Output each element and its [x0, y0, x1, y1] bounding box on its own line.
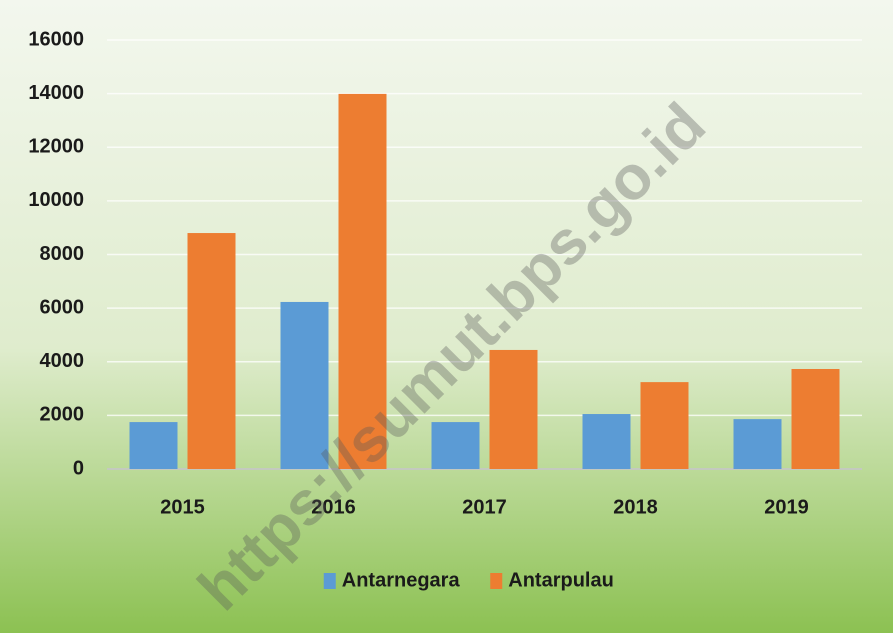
- bar: [489, 349, 538, 469]
- y-tick-label: 12000: [28, 136, 84, 158]
- bar: [338, 93, 387, 469]
- y-tick-label: 4000: [40, 350, 85, 372]
- bar: [280, 301, 329, 469]
- bar: [733, 419, 782, 469]
- y-tick-label: 2000: [40, 404, 85, 426]
- y-tick-label: 10000: [28, 189, 84, 211]
- bar: [582, 414, 631, 469]
- x-tick-label: 2015: [160, 496, 205, 518]
- y-tick-label: 6000: [40, 296, 85, 318]
- legend-swatch: [323, 573, 336, 589]
- bar: [640, 382, 689, 469]
- x-tick-label: 2018: [613, 496, 658, 518]
- bar: [129, 422, 178, 469]
- y-tick-label: 8000: [40, 243, 85, 265]
- legend-label: Antarpulau: [508, 569, 614, 591]
- x-tick-label: 2019: [764, 496, 809, 518]
- legend-swatch: [490, 573, 503, 589]
- x-tick-label: 2017: [462, 496, 507, 518]
- y-tick-label: 0: [73, 457, 84, 479]
- bar: [791, 368, 840, 469]
- plot-area: 0 2000 4000 6000 8000 10000 12000 14000 16000 201…: [28, 28, 862, 591]
- y-tick-label: 14000: [28, 82, 84, 104]
- bar: [187, 233, 236, 469]
- y-tick-label: 16000: [28, 28, 84, 50]
- x-tick-label: 2016: [311, 496, 356, 518]
- bar: [431, 422, 480, 469]
- legend-label: Antarnegara: [342, 569, 461, 591]
